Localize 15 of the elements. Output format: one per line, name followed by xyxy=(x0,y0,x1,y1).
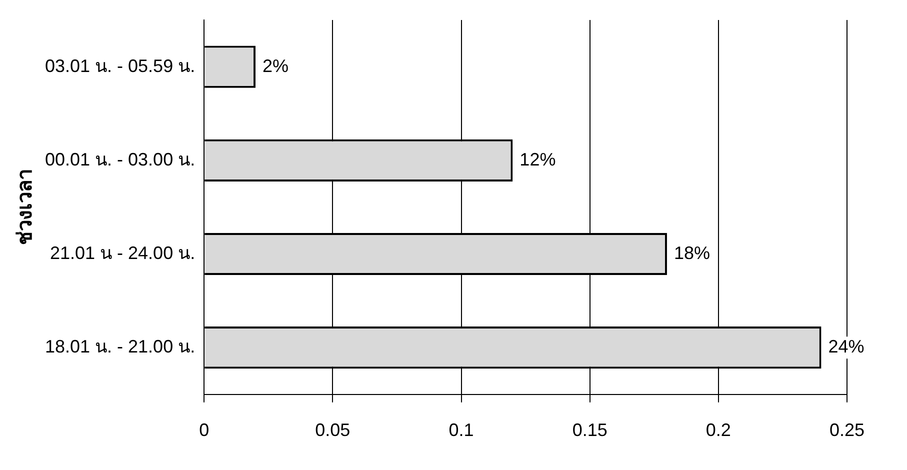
x-tick-label: 0 xyxy=(199,420,210,440)
x-tick-label: 0.05 xyxy=(315,420,350,440)
x-tick-label: 0.2 xyxy=(706,420,731,440)
y-tick-label: 00.01 น. - 03.00 น. xyxy=(44,149,196,170)
x-tick-label: 0.15 xyxy=(572,420,608,440)
y-tick-label: 03.01 น. - 05.59 น. xyxy=(44,56,196,76)
x-tick-label: 0.1 xyxy=(448,420,474,440)
data-label: 12% xyxy=(520,149,556,170)
data-label: 2% xyxy=(262,56,289,76)
data-label: 24% xyxy=(828,336,864,357)
data-label: 18% xyxy=(674,242,710,263)
y-tick-label: 21.01 น - 24.00 น. xyxy=(50,242,196,263)
y-tick-label: 18.01 น. - 21.00 น. xyxy=(44,336,196,357)
y-axis-title: ช่วงเวลา xyxy=(14,169,37,246)
x-tick-label: 0.25 xyxy=(829,420,865,440)
